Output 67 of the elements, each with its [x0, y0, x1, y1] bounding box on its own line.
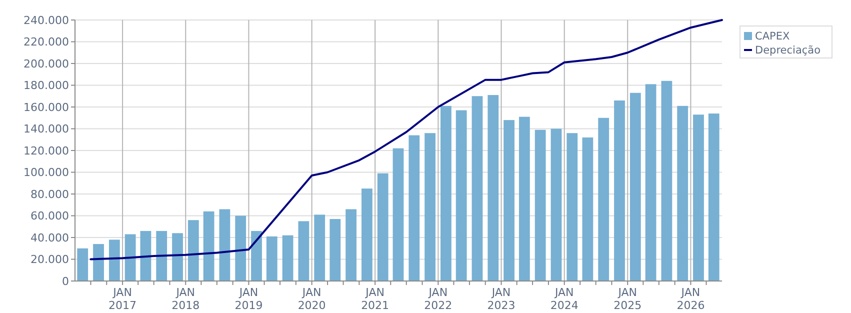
bar [156, 230, 168, 281]
y-tick-label: 0 [62, 274, 69, 288]
bar [251, 230, 262, 281]
bar [661, 80, 672, 281]
y-tick-label: 240.000 [24, 14, 69, 27]
y-tick-label: 160.000 [24, 100, 69, 114]
legend-label: Depreciação [755, 44, 821, 57]
bar [266, 236, 278, 281]
y-tick-label: 200.000 [24, 57, 69, 70]
legend-label: CAPEX [755, 30, 790, 43]
bar [172, 233, 183, 281]
bar [108, 240, 120, 281]
bar [582, 137, 594, 281]
bar [534, 130, 546, 281]
bar [298, 221, 310, 281]
bar [377, 173, 388, 281]
bar [314, 214, 326, 281]
line-series [90, 19, 723, 260]
x-tick-label: JAN 2023 [487, 286, 516, 312]
bar [504, 120, 514, 281]
y-tick-label: 140.000 [24, 122, 69, 136]
bar [614, 100, 625, 281]
bar [708, 114, 720, 281]
bar [140, 230, 152, 281]
bar [188, 220, 199, 281]
bar [362, 188, 372, 281]
bar [518, 116, 530, 281]
x-tick-label: JAN 2026 [676, 286, 705, 312]
bar [693, 114, 704, 281]
x-tick-label: JAN 2022 [424, 286, 452, 312]
bar [550, 128, 562, 281]
bar [408, 135, 420, 281]
y-tick-label: 220.000 [24, 36, 69, 49]
x-tick-label: JAN 2019 [234, 286, 263, 312]
x-tick-label: JAN 2021 [361, 286, 390, 312]
x-tick-label: JAN 2017 [108, 286, 137, 312]
bar [456, 110, 467, 281]
bar [488, 95, 499, 281]
bar [392, 148, 404, 281]
x-tick-label: JAN 2024 [550, 286, 578, 312]
y-tick-label: 60.000 [30, 210, 69, 223]
y-tick-label: 100.000 [24, 166, 69, 180]
bar [330, 219, 341, 281]
bar [282, 235, 294, 281]
y-tick-label: 80.000 [30, 188, 69, 201]
bar [424, 133, 436, 281]
bar [566, 133, 578, 281]
y-tick-label: 180.000 [24, 79, 69, 92]
bar [203, 211, 214, 281]
x-tick-label: JAN 2025 [614, 286, 642, 312]
bar [677, 106, 688, 281]
x-tick-label: JAN 2020 [298, 286, 326, 312]
bar [124, 234, 136, 281]
bar [77, 248, 88, 281]
y-tick-label: 120.000 [24, 144, 69, 158]
y-tick-label: 40.000 [30, 231, 69, 244]
x-tick-label: JAN 2018 [172, 286, 200, 312]
bar [645, 84, 656, 281]
bar [219, 209, 230, 281]
bar [472, 96, 483, 281]
bar [346, 209, 356, 281]
bar [630, 92, 641, 281]
bar [93, 244, 104, 281]
y-tick-label: 20.000 [30, 253, 69, 266]
bar [598, 118, 610, 281]
bar [440, 106, 452, 281]
bar [235, 216, 246, 281]
